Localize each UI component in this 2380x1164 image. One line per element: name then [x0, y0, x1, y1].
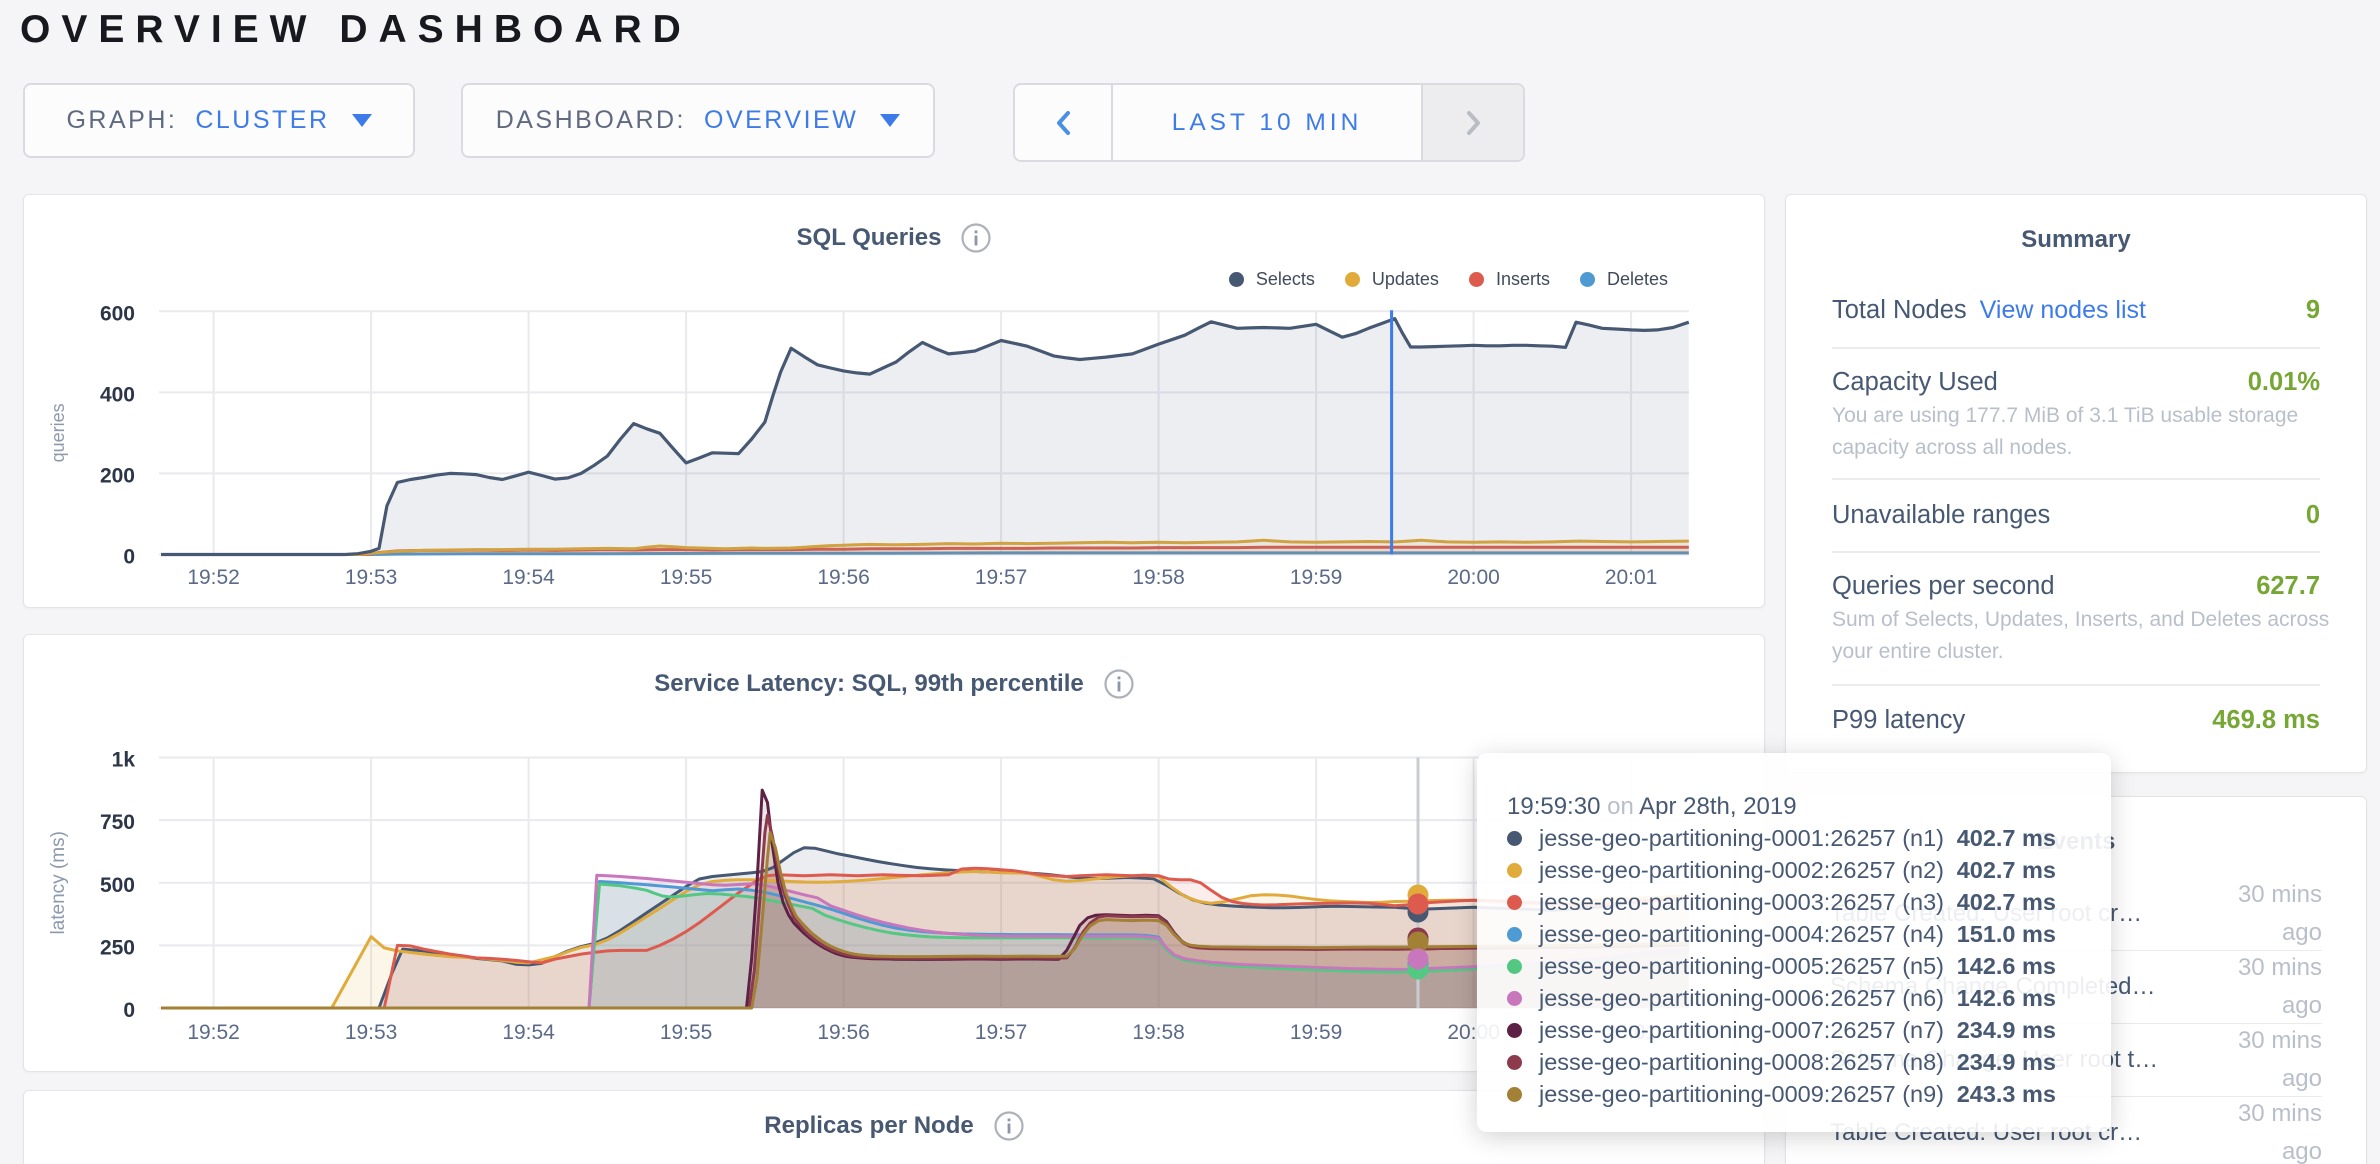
- svg-text:19:57: 19:57: [975, 566, 1028, 589]
- svg-text:19:52: 19:52: [187, 1021, 240, 1044]
- svg-text:19:59: 19:59: [1290, 1021, 1343, 1044]
- svg-text:19:55: 19:55: [660, 566, 713, 589]
- svg-text:19:58: 19:58: [1132, 566, 1185, 589]
- svg-text:19:55: 19:55: [660, 1021, 713, 1044]
- svg-text:1k: 1k: [112, 749, 136, 772]
- svg-text:19:53: 19:53: [345, 566, 398, 589]
- svg-text:600: 600: [100, 302, 135, 325]
- svg-text:400: 400: [100, 383, 135, 406]
- svg-text:0: 0: [123, 546, 135, 569]
- svg-text:200: 200: [100, 464, 135, 487]
- svg-text:750: 750: [100, 811, 135, 834]
- svg-text:19:59: 19:59: [1290, 566, 1343, 589]
- svg-text:queries: queries: [48, 403, 68, 462]
- svg-text:20:01: 20:01: [1605, 566, 1658, 589]
- svg-text:0: 0: [123, 999, 135, 1022]
- svg-text:19:53: 19:53: [345, 1021, 398, 1044]
- svg-text:20:00: 20:00: [1447, 566, 1500, 589]
- svg-text:19:56: 19:56: [817, 566, 870, 589]
- svg-text:250: 250: [100, 936, 135, 959]
- svg-text:19:58: 19:58: [1132, 1021, 1185, 1044]
- svg-text:19:56: 19:56: [817, 1021, 870, 1044]
- svg-text:500: 500: [100, 874, 135, 897]
- svg-text:19:57: 19:57: [975, 1021, 1028, 1044]
- svg-text:19:54: 19:54: [502, 566, 555, 589]
- svg-text:19:54: 19:54: [502, 1021, 555, 1044]
- svg-text:latency (ms): latency (ms): [48, 831, 69, 934]
- svg-text:19:52: 19:52: [187, 566, 240, 589]
